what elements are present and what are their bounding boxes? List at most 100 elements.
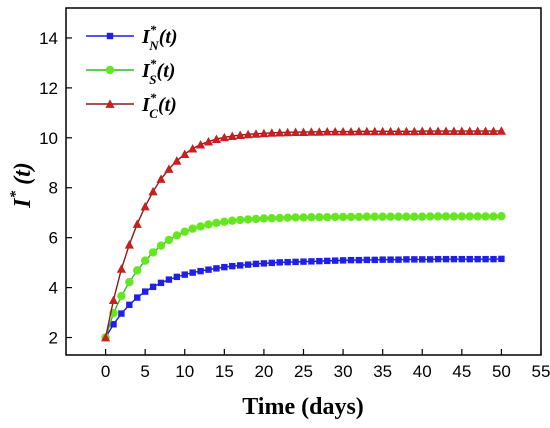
data-point-n <box>157 279 165 287</box>
data-point-c <box>243 129 253 139</box>
data-point-n <box>268 259 276 267</box>
data-point-c <box>275 127 285 137</box>
data-point-c <box>322 126 332 136</box>
data-point-s <box>148 248 158 257</box>
data-point-c <box>283 127 293 137</box>
data-point-n <box>316 257 323 265</box>
data-point-s <box>259 214 269 223</box>
data-point-c <box>259 128 269 138</box>
data-point-c <box>195 139 206 149</box>
data-point-c <box>140 201 150 211</box>
data-point-s <box>283 213 292 222</box>
data-point-c <box>393 126 404 136</box>
data-point-c <box>338 126 348 136</box>
data-point-n <box>173 273 181 281</box>
series-s <box>101 212 506 342</box>
data-point-s <box>172 231 182 240</box>
data-point-n <box>339 257 347 264</box>
series-n <box>102 255 505 341</box>
series-line-c <box>104 130 502 338</box>
data-point-c <box>441 126 451 135</box>
series-line-n <box>104 258 502 338</box>
data-point-s <box>117 291 126 301</box>
data-point-s <box>410 212 419 221</box>
y-axis-title-sup: * <box>8 190 24 198</box>
x-tick-label: 40 <box>413 362 432 381</box>
data-point-s <box>481 212 490 221</box>
data-point-c <box>370 126 380 136</box>
data-point-n <box>213 265 220 272</box>
legend-label-c: I* C(t) <box>141 90 177 121</box>
data-point-s <box>394 212 403 221</box>
legend: I* N(t)I* S(t)I* C(t) <box>86 22 178 121</box>
data-point-c <box>298 127 309 136</box>
data-point-c <box>385 126 396 136</box>
data-point-s <box>156 241 166 250</box>
y-tick-label: 14 <box>39 29 58 48</box>
data-point-s <box>267 213 277 223</box>
data-point-s <box>251 214 261 224</box>
data-point-c <box>425 126 435 135</box>
data-point-s <box>473 212 482 221</box>
data-point-n <box>498 255 505 263</box>
data-point-s <box>433 212 443 221</box>
data-point-s <box>323 212 332 222</box>
legend-label-n: I* N(t) <box>141 22 178 53</box>
data-point-n <box>110 321 117 328</box>
legend-marker-c <box>105 99 115 108</box>
data-point-s <box>307 212 316 222</box>
data-point-s <box>299 213 308 222</box>
data-point-s <box>497 212 506 221</box>
data-point-n <box>442 255 450 263</box>
data-point-n <box>276 259 283 266</box>
data-point-c <box>227 131 237 140</box>
x-tick-label: 25 <box>294 362 313 381</box>
data-point-c <box>290 127 301 136</box>
y-tick-label: 2 <box>49 329 58 348</box>
data-point-c <box>362 126 372 136</box>
data-point-n <box>331 257 339 264</box>
data-point-s <box>418 212 427 221</box>
data-point-c <box>211 134 222 143</box>
data-point-s <box>291 213 300 222</box>
data-point-s <box>212 218 221 228</box>
data-point-c <box>203 136 214 146</box>
svg-text:I* (t): I* (t) <box>8 162 36 209</box>
x-tick-label: 50 <box>492 362 511 381</box>
data-point-n <box>347 256 355 264</box>
data-point-n <box>387 256 394 263</box>
data-point-s <box>204 220 213 229</box>
data-point-c <box>148 186 158 196</box>
data-point-s <box>228 216 237 225</box>
data-point-c <box>314 127 324 136</box>
data-point-c <box>417 126 427 135</box>
x-tick-label: 55 <box>532 362 550 381</box>
data-point-c <box>124 240 134 249</box>
data-point-c <box>378 126 388 136</box>
data-point-n <box>355 256 363 264</box>
data-point-s <box>196 222 205 231</box>
data-point-n <box>260 260 268 267</box>
data-point-s <box>402 212 411 221</box>
data-point-n <box>141 288 149 295</box>
data-point-s <box>133 266 142 275</box>
x-tick-label: 20 <box>254 362 273 381</box>
legend-marker-s <box>105 65 115 75</box>
data-point-n <box>450 255 458 263</box>
data-point-n <box>292 258 299 266</box>
data-point-c <box>488 126 499 135</box>
data-point-c <box>235 130 245 139</box>
data-point-s <box>275 213 284 223</box>
x-tick-label: 30 <box>334 362 353 381</box>
data-point-n <box>363 256 371 264</box>
data-point-n <box>229 262 236 270</box>
data-point-c <box>267 128 277 137</box>
data-point-s <box>378 212 387 221</box>
x-tick-label: 0 <box>101 362 110 381</box>
data-point-s <box>346 212 356 222</box>
x-tick-label: 35 <box>373 362 392 381</box>
y-tick-label: 10 <box>39 129 58 148</box>
data-point-n <box>426 256 434 263</box>
data-point-s <box>441 212 451 221</box>
